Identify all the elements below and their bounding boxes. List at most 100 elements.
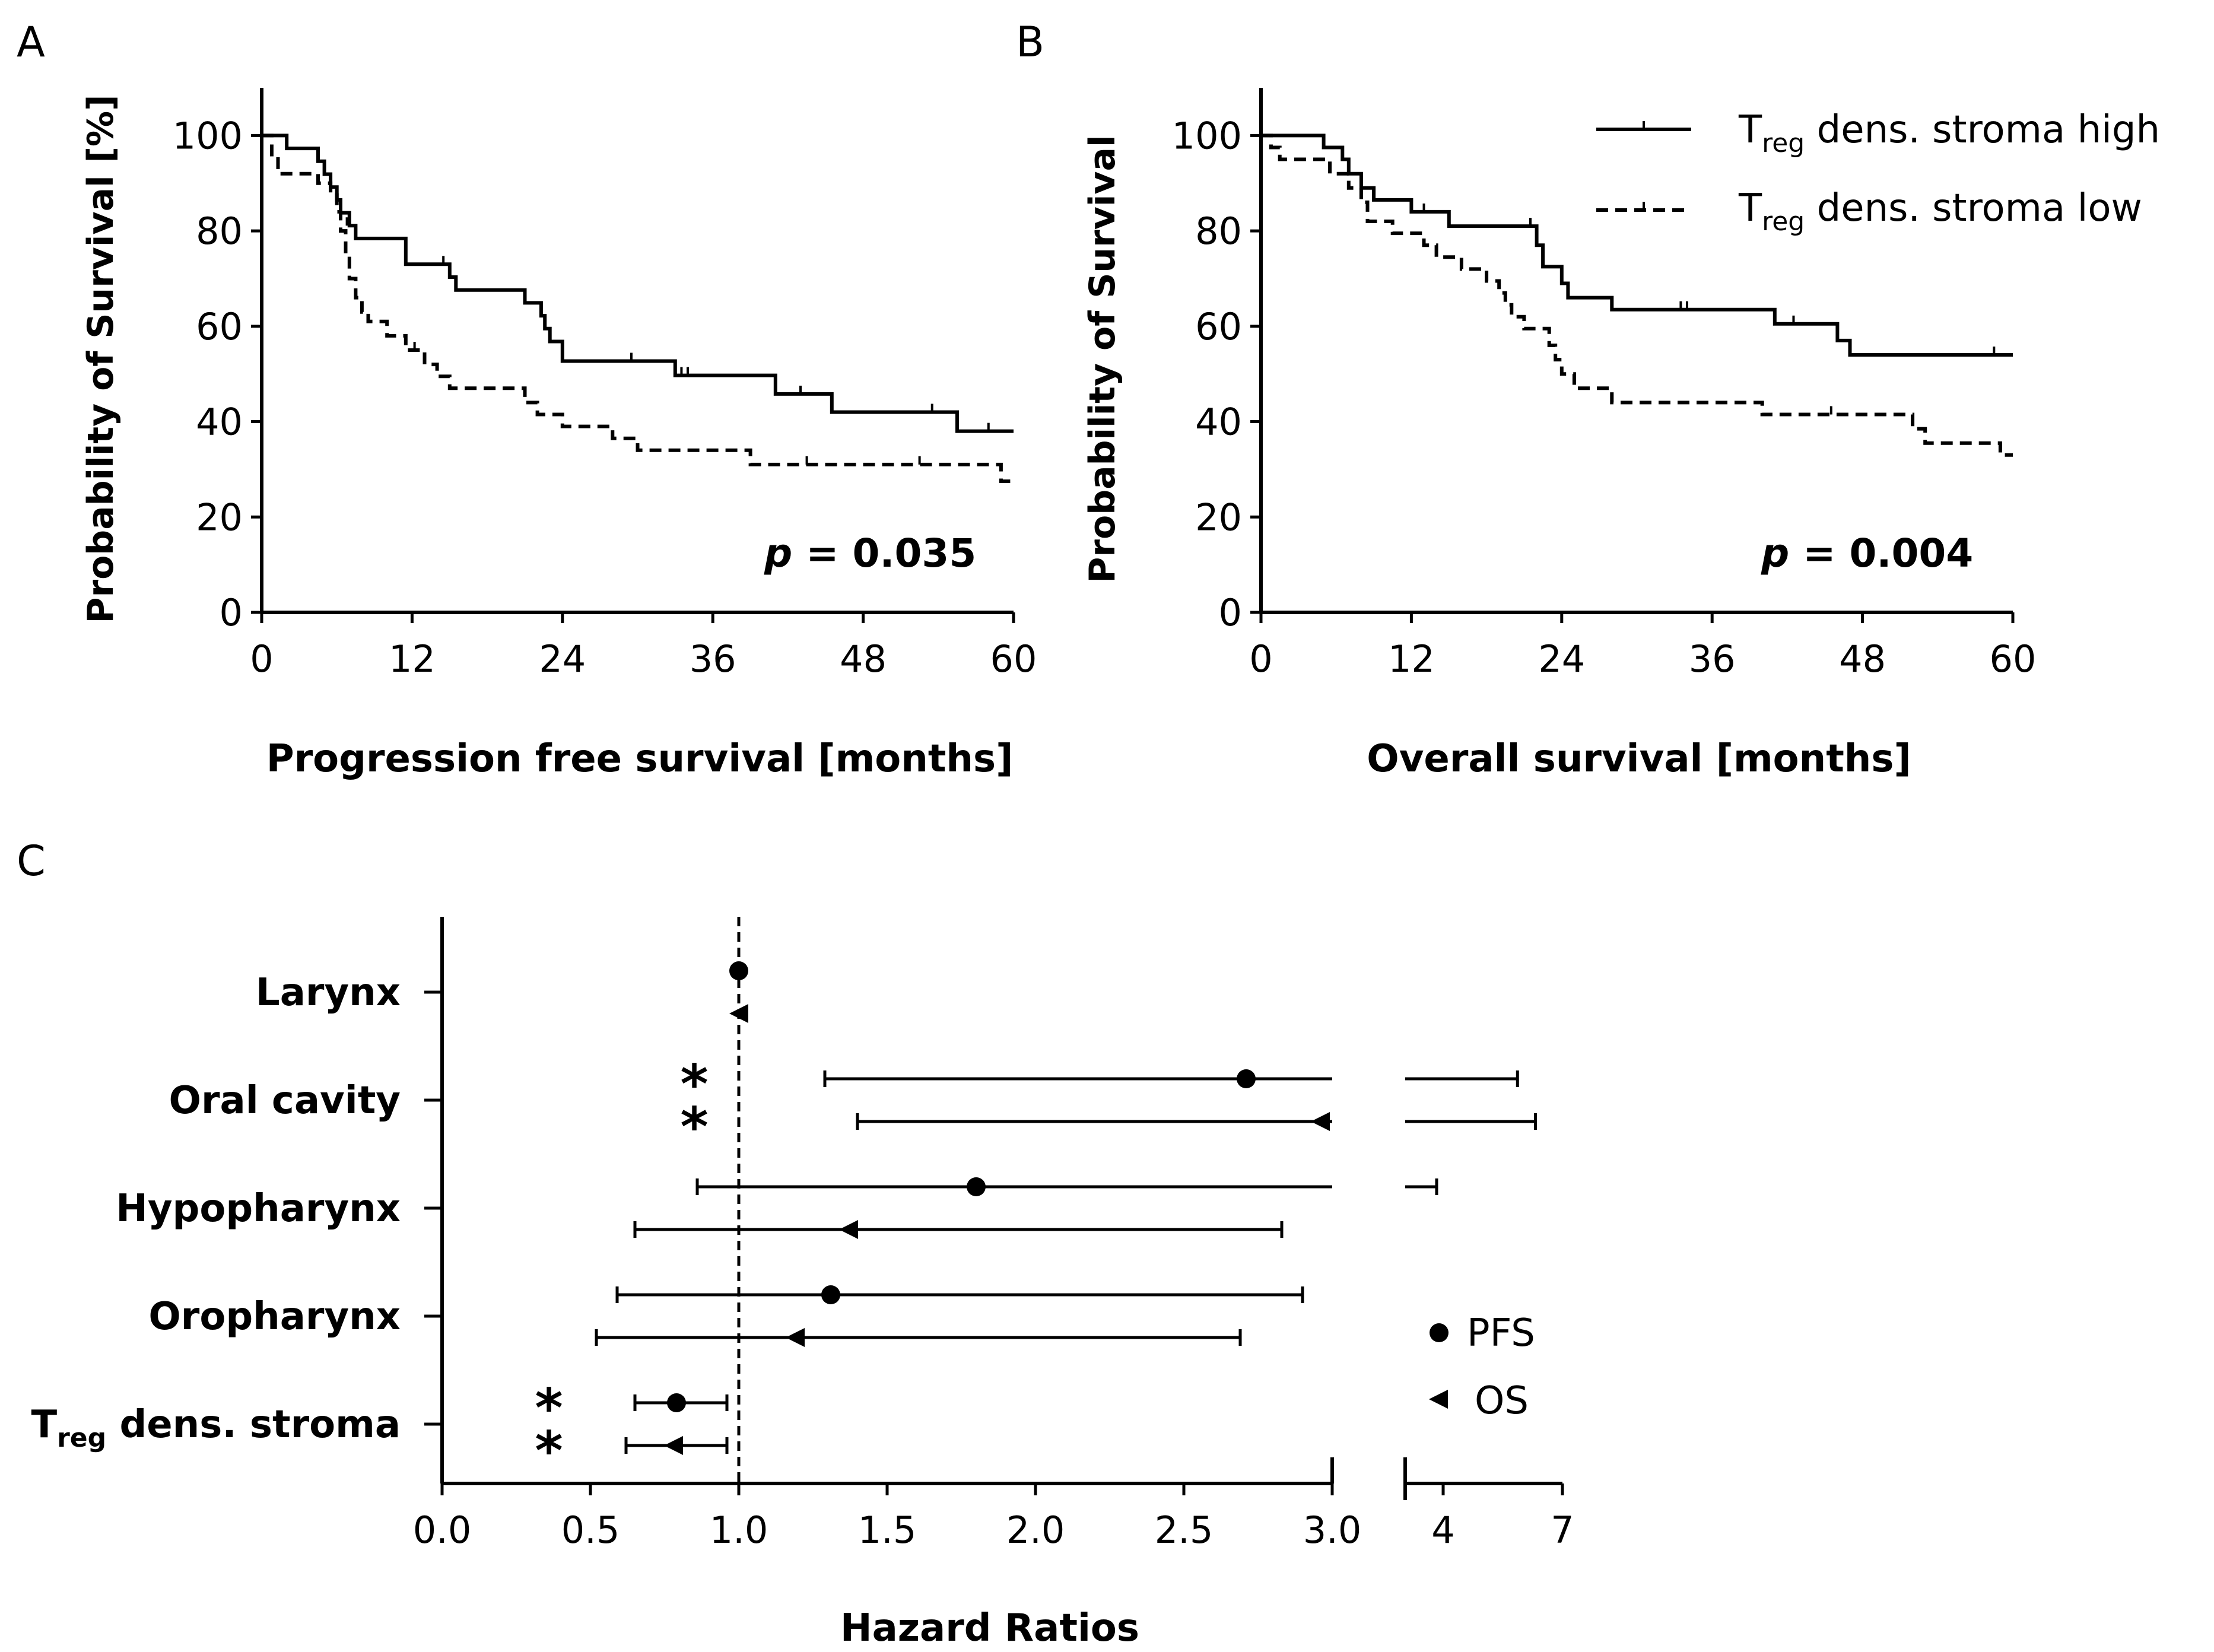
B-x-tick-label-36: 36 <box>1689 637 1736 681</box>
C-category-label-4: Treg dens. stroma <box>31 1403 401 1453</box>
B-x-tick-label-0: 0 <box>1249 637 1272 681</box>
C-point-PFS-3 <box>821 1285 840 1304</box>
C-x-tick-label-1.5: 1.5 <box>858 1508 917 1552</box>
panel-c-point-estimates <box>664 961 1330 1455</box>
panel-b-axes <box>1250 88 2015 623</box>
B-y-tick-label-100: 100 <box>1172 114 1242 157</box>
panel-a-label: A <box>17 18 45 66</box>
panel-b-series-low-line <box>1261 134 2013 457</box>
B-y-tick-label-0: 0 <box>1219 591 1242 634</box>
legend-os-marker <box>1429 1390 1448 1409</box>
C-star-OS-4: * <box>535 1420 563 1482</box>
panel-a-p-value: p = 0.035 <box>764 530 976 576</box>
panel-c-ci-bars <box>595 1070 1538 1454</box>
panel-a-censor-marks <box>345 217 990 465</box>
A-x-tick-label-12: 12 <box>389 637 436 681</box>
A-x-tick-label-48: 48 <box>840 637 887 681</box>
panel-b-label: B <box>1016 18 1044 66</box>
panel-c-label: C <box>17 837 46 885</box>
A-x-tick-label-0: 0 <box>250 637 273 681</box>
legend-low-label-main: T <box>1738 186 1762 230</box>
panel-c-x-axis-label: Hazard Ratios <box>840 1606 1139 1650</box>
panel-a-p-text: = 0.035 <box>792 530 976 576</box>
C-x-tick-label-2.5: 2.5 <box>1155 1508 1214 1552</box>
B-y-tick-label-80: 80 <box>1195 209 1242 253</box>
panel-b-km-chart: B 0 20 40 60 80 100 0 12 24 36 48 60 Probability o… <box>1016 18 2160 781</box>
C-category-label-4-rest: dens. stroma <box>106 1403 401 1447</box>
C-point-PFS-1 <box>1237 1069 1256 1088</box>
C-x-tick-label-0.5: 0.5 <box>561 1508 620 1552</box>
legend-low-label-rest: dens. stroma low <box>1805 186 2142 230</box>
panel-c-forest-plot: C 0.0 0.5 1.0 1.5 2.0 2.5 3.0 4 7 Larynx Oral cav… <box>17 837 1574 1650</box>
legend-os-label: OS <box>1475 1379 1529 1423</box>
B-x-tick-label-48: 48 <box>1839 637 1886 681</box>
C-x-tick-label-break-4: 4 <box>1431 1508 1454 1552</box>
C-point-OS-0 <box>729 1004 748 1023</box>
C-point-PFS-0 <box>729 961 748 980</box>
legend-high-label-rest: dens. stroma high <box>1805 108 2160 152</box>
panel-a-km-chart: A 0 20 40 60 80 100 0 12 24 36 48 60 Probability o… <box>17 18 1037 781</box>
panel-b-x-tick-labels: 0 12 24 36 48 60 <box>1249 637 2036 681</box>
C-x-tick-label-2.0: 2.0 <box>1006 1508 1065 1552</box>
panel-b-p-text: = 0.004 <box>1789 530 1973 576</box>
panel-b-x-axis-label: Overall survival [months] <box>1367 737 1911 781</box>
C-star-PFS-1: * <box>680 1053 708 1116</box>
panel-b-y-axis-label: Probability of Survival <box>1082 135 1123 583</box>
C-category-label-4-main: T <box>31 1403 57 1447</box>
C-star-PFS-4: * <box>535 1377 563 1440</box>
legend-high-label-sub: reg <box>1762 128 1805 158</box>
C-category-label-2: Hypopharynx <box>116 1187 401 1231</box>
panel-c-significance-stars: **** <box>535 1053 708 1482</box>
panel-c-axes <box>424 917 1564 1500</box>
C-x-tick-label-break-7: 7 <box>1551 1508 1574 1552</box>
panel-a-x-tick-labels: 0 12 24 36 48 60 <box>250 637 1037 681</box>
C-x-tick-label-3.0: 3.0 <box>1303 1508 1362 1552</box>
C-point-PFS-2 <box>967 1177 986 1196</box>
A-y-tick-label-20: 20 <box>196 495 243 539</box>
panel-a-p-symbol: p <box>764 530 792 576</box>
panel-b-censor-marks <box>1422 203 1996 415</box>
C-category-label-1: Oral cavity <box>169 1079 401 1123</box>
C-category-label-0: Larynx <box>256 971 401 1015</box>
legend-high-label: Treg dens. stroma high <box>1738 108 2160 158</box>
panel-c-legend: PFS OS <box>1429 1311 1535 1423</box>
legend-pfs-marker <box>1430 1323 1449 1342</box>
A-y-tick-label-100: 100 <box>173 114 243 157</box>
C-category-label-4-sub: reg <box>57 1423 106 1453</box>
A-y-tick-label-80: 80 <box>196 209 243 253</box>
B-x-tick-label-12: 12 <box>1388 637 1435 681</box>
panel-b-series-high-line <box>1261 134 2013 357</box>
C-star-OS-1: * <box>680 1096 708 1158</box>
legend-pfs-label: PFS <box>1467 1311 1535 1355</box>
legend-low-label-sub: reg <box>1762 206 1805 237</box>
panel-a-y-tick-labels: 0 20 40 60 80 100 <box>173 114 243 634</box>
B-y-tick-label-40: 40 <box>1195 401 1242 444</box>
B-x-tick-label-24: 24 <box>1538 637 1585 681</box>
panel-b-y-tick-labels: 0 20 40 60 80 100 <box>1172 114 1242 634</box>
legend-high-label-main: T <box>1738 108 1762 152</box>
C-point-OS-4 <box>664 1436 683 1455</box>
panel-a-y-axis-label: Probability of Survival [%] <box>80 95 122 624</box>
A-x-tick-label-24: 24 <box>539 637 586 681</box>
B-y-tick-label-20: 20 <box>1195 495 1242 539</box>
A-y-tick-label-0: 0 <box>220 591 243 634</box>
A-x-tick-label-36: 36 <box>690 637 736 681</box>
panel-a-axes <box>251 88 1015 623</box>
C-category-label-3: Oropharynx <box>148 1295 401 1339</box>
A-x-tick-label-60: 60 <box>990 637 1037 681</box>
panel-b-p-symbol: p <box>1761 530 1789 576</box>
A-y-tick-label-40: 40 <box>196 401 243 444</box>
panel-c-x-tick-labels: 0.0 0.5 1.0 1.5 2.0 2.5 3.0 4 7 <box>413 1508 1574 1552</box>
C-point-OS-2 <box>839 1220 858 1239</box>
panel-a-x-axis-label: Progression free survival [months] <box>266 737 1014 781</box>
B-x-tick-label-60: 60 <box>1990 637 2037 681</box>
C-x-tick-label-1.0: 1.0 <box>710 1508 768 1552</box>
legend-low-label: Treg dens. stroma low <box>1738 186 2142 237</box>
C-point-PFS-4 <box>667 1393 686 1412</box>
panel-b-legend: Treg dens. stroma high Treg dens. stroma… <box>1596 108 2160 237</box>
panel-a-series-high-line <box>262 134 1014 433</box>
A-y-tick-label-60: 60 <box>196 305 243 348</box>
C-point-OS-1 <box>1311 1112 1330 1131</box>
C-x-tick-label-0.0: 0.0 <box>413 1508 472 1552</box>
